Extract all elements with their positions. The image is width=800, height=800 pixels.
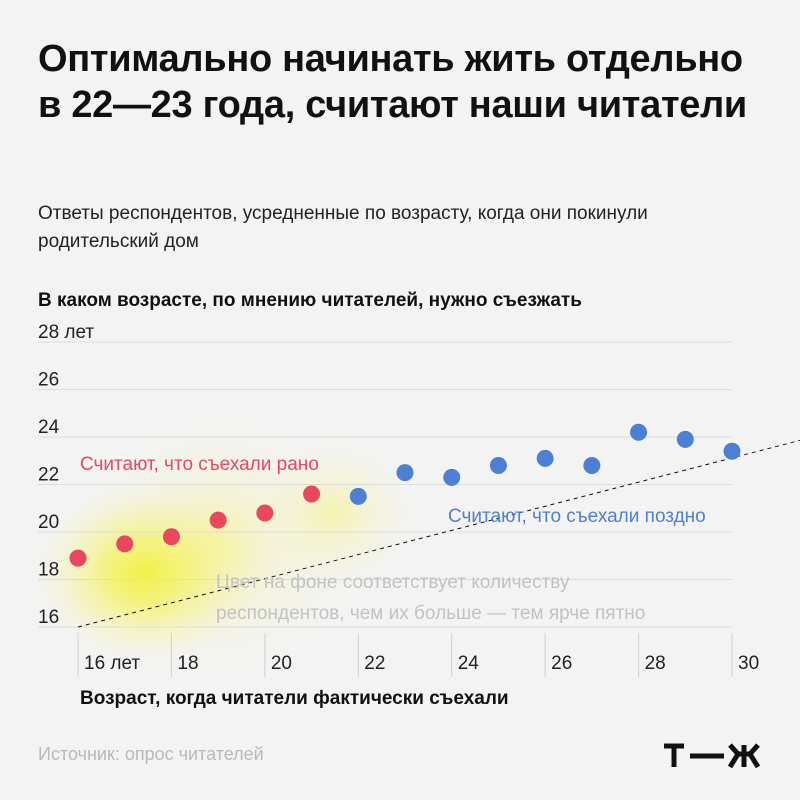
point-early-20 — [256, 504, 274, 522]
density-glow — [28, 403, 430, 684]
point-early-17 — [116, 535, 134, 553]
y-tick-label-20: 20 — [38, 512, 59, 533]
x-tick-label-24: 24 — [458, 653, 480, 674]
chart-subtitle: Ответы респондентов, усредненные по возр… — [38, 203, 648, 252]
point-late-30 — [723, 442, 741, 460]
chart-title: Оптимально начинать жить отдельно в 22—2… — [38, 38, 747, 126]
x-tick-label-18: 18 — [177, 653, 198, 674]
point-late-29 — [676, 430, 694, 448]
y-tick-label-28: 28 лет — [38, 322, 94, 343]
y-tick-label-24: 24 — [38, 417, 60, 438]
annotation-late: Считают, что съехали поздно — [448, 506, 706, 527]
point-late-23 — [396, 464, 414, 482]
x-tick-label-20: 20 — [271, 653, 292, 674]
grid-lines — [38, 341, 732, 628]
point-late-22 — [349, 487, 367, 505]
annotation-early: Считают, что съехали рано — [80, 454, 319, 475]
point-early-21 — [303, 485, 321, 503]
source-note: Источник: опрос читателей — [38, 744, 264, 764]
point-early-18 — [162, 528, 180, 546]
point-early-16 — [69, 549, 87, 567]
point-early-19 — [209, 511, 227, 529]
x-tick-label-22: 22 — [364, 653, 385, 674]
point-late-25 — [489, 457, 507, 474]
y-tick-label-26: 26 — [38, 370, 59, 391]
annotations: Считают, что съехали рано Считают, что с… — [80, 454, 706, 624]
annotation-note-line2: респондентов, чем их больше — тем ярче п… — [216, 603, 645, 624]
y-axis-title: В каком возрасте, по мнению читателей, н… — [38, 290, 582, 311]
point-late-28 — [630, 423, 648, 441]
point-late-24 — [443, 468, 461, 486]
glow-blob-mid — [239, 428, 430, 598]
y-tick-label-22: 22 — [38, 465, 59, 486]
point-late-26 — [536, 449, 554, 467]
tzh-logo — [664, 743, 761, 769]
x-tick-label-28: 28 — [645, 653, 666, 674]
y-tick-label-16: 16 — [38, 607, 59, 628]
data-points — [69, 423, 741, 567]
x-tick-label-16: 16 лет — [84, 653, 140, 674]
x-axis-title: Возраст, когда читатели фактически съеха… — [80, 688, 509, 709]
annotation-note-line1: Цвет на фоне соответствует количеству — [216, 572, 570, 593]
x-tick-label-30: 30 — [738, 653, 759, 674]
x-tick-label-26: 26 — [551, 653, 572, 674]
y-tick-label-18: 18 — [38, 560, 59, 581]
point-late-27 — [583, 457, 601, 474]
axes: 16 18 20 22 24 26 28 лет 16 лет 18 20 22 24 26 28 30 — [38, 322, 759, 677]
